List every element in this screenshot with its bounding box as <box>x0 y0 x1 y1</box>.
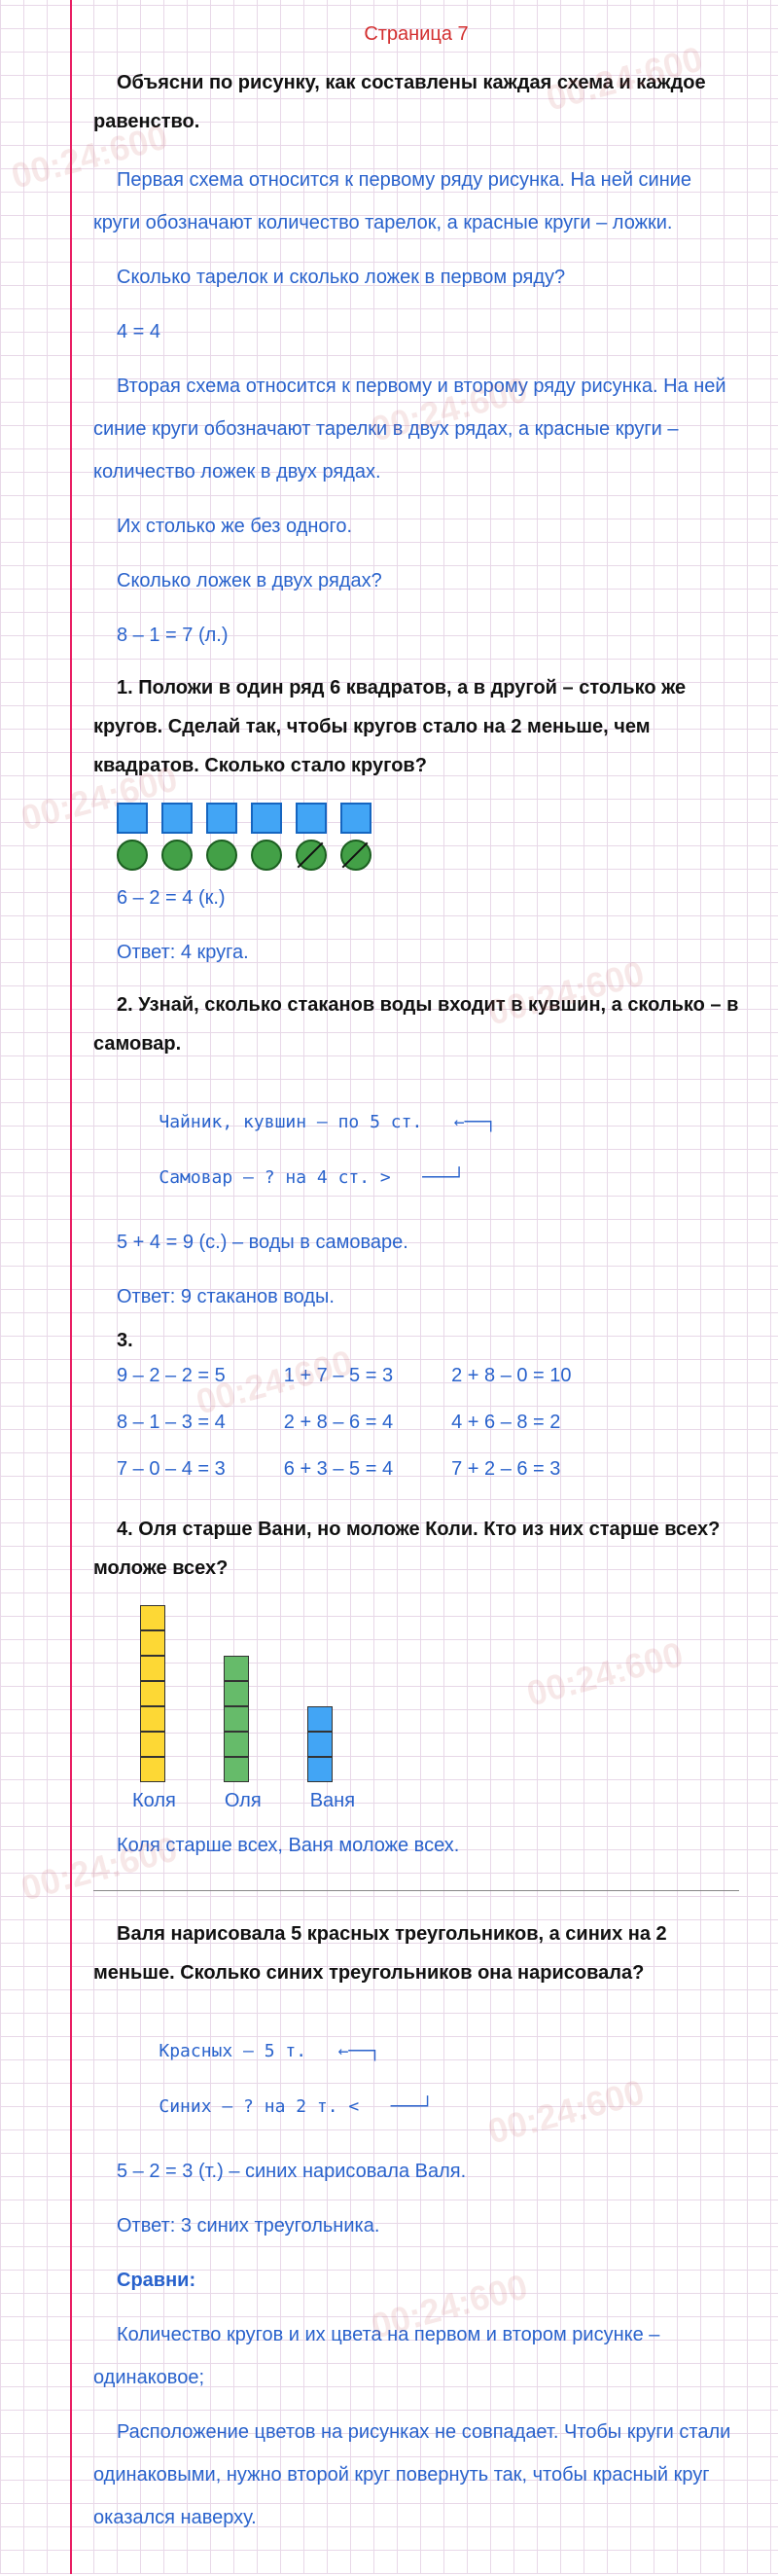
task2-text: 2. Узнай, сколько стаканов воды входит в… <box>93 985 739 1063</box>
bar-label: Оля <box>225 1790 262 1812</box>
square-shape <box>251 803 282 834</box>
bar <box>307 1706 333 1782</box>
task1-calc: 6 – 2 = 4 (к.) <box>117 877 739 919</box>
bar-labels: Коля Оля Ваня <box>132 1790 739 1812</box>
intro-text: Объясни по рисунку, как составлены кажда… <box>93 63 739 141</box>
circle-shape <box>340 840 371 871</box>
compare-title: Сравни: <box>117 2259 739 2302</box>
para-2: Сколько тарелок и сколько ложек в первом… <box>93 256 739 299</box>
bar-cell <box>140 1732 165 1757</box>
math-line: 1 + 7 – 5 = 3 <box>284 1352 393 1399</box>
bar-cell <box>307 1732 333 1757</box>
bar-cell <box>307 1706 333 1732</box>
circle-shape <box>206 840 237 871</box>
equation-1: 4 = 4 <box>117 310 739 353</box>
circle-shape <box>117 840 148 871</box>
math-line: 7 + 2 – 6 = 3 <box>451 1446 571 1492</box>
bar-cell <box>140 1656 165 1681</box>
bars-chart <box>140 1605 739 1782</box>
square-shape <box>340 803 371 834</box>
circle-shape <box>296 840 327 871</box>
compare-p2: Расположение цветов на рисунках не совпа… <box>93 2411 739 2539</box>
task2-line1: Чайник, кувшин – по 5 ст. <box>159 1112 422 1132</box>
task2-bracket: Чайник, кувшин – по 5 ст. ←──┐ Самовар –… <box>117 1081 739 1221</box>
circle-shape <box>251 840 282 871</box>
task5-line2: Синих – ? на 2 т. < <box>159 2096 359 2117</box>
task2-answer: Ответ: 9 стаканов воды. <box>117 1275 739 1318</box>
circle-shape <box>161 840 193 871</box>
bar <box>140 1605 165 1782</box>
para-3: Вторая схема относится к первому и второ… <box>93 365 739 493</box>
math-line: 7 – 0 – 4 = 3 <box>117 1446 226 1492</box>
bar-cell <box>307 1757 333 1782</box>
task5-line1: Красных – 5 т. <box>159 2041 306 2061</box>
square-shape <box>296 803 327 834</box>
bar-cell <box>224 1706 249 1732</box>
para-1: Первая схема относится к первому ряду ри… <box>93 159 739 244</box>
squares-row <box>117 803 739 834</box>
math-line: 2 + 8 – 6 = 4 <box>284 1399 393 1446</box>
bar-cell <box>224 1681 249 1706</box>
math-line: 4 + 6 – 8 = 2 <box>451 1399 571 1446</box>
task4-text: 4. Оля старше Вани, но моложе Коли. Кто … <box>93 1510 739 1588</box>
math-column: 9 – 2 – 2 = 58 – 1 – 3 = 47 – 0 – 4 = 3 <box>117 1352 226 1492</box>
math-column: 2 + 8 – 0 = 104 + 6 – 8 = 27 + 2 – 6 = 3 <box>451 1352 571 1492</box>
task1-text: 1. Положи в один ряд 6 квадратов, а в др… <box>93 668 739 785</box>
task5-calc: 5 – 2 = 3 (т.) – синих нарисовала Валя. <box>117 2150 739 2193</box>
math-line: 9 – 2 – 2 = 5 <box>117 1352 226 1399</box>
bar-cell <box>140 1757 165 1782</box>
square-shape <box>161 803 193 834</box>
page-title: Страница 7 <box>93 23 739 46</box>
task2-calc: 5 + 4 = 9 (с.) – воды в самоваре. <box>117 1221 739 1264</box>
circles-row <box>117 840 739 871</box>
math-line: 2 + 8 – 0 = 10 <box>451 1352 571 1399</box>
square-shape <box>117 803 148 834</box>
equation-2: 8 – 1 = 7 (л.) <box>117 614 739 657</box>
bar-cell <box>140 1605 165 1630</box>
math-column: 1 + 7 – 5 = 32 + 8 – 6 = 46 + 3 – 5 = 4 <box>284 1352 393 1492</box>
math-line: 6 + 3 – 5 = 4 <box>284 1446 393 1492</box>
bar-cell <box>140 1706 165 1732</box>
bar-cell <box>140 1681 165 1706</box>
bar <box>224 1656 249 1782</box>
task5-answer: Ответ: 3 синих треугольника. <box>117 2204 739 2247</box>
task5-bracket: Красных – 5 т. ←──┐ Синих – ? на 2 т. < … <box>117 2010 739 2150</box>
bar-cell <box>224 1732 249 1757</box>
task3-columns: 9 – 2 – 2 = 58 – 1 – 3 = 47 – 0 – 4 = 3 1… <box>117 1352 739 1492</box>
para-4: Их столько же без одного. <box>93 505 739 548</box>
task3-label: 3. <box>117 1330 133 1351</box>
bar-cell <box>140 1630 165 1656</box>
bar-label: Коля <box>132 1790 176 1812</box>
task5-text: Валя нарисовала 5 красных треугольников,… <box>93 1914 739 1992</box>
bar-cell <box>224 1656 249 1681</box>
math-line: 8 – 1 – 3 = 4 <box>117 1399 226 1446</box>
bar-label: Ваня <box>310 1790 355 1812</box>
bar-cell <box>224 1757 249 1782</box>
square-shape <box>206 803 237 834</box>
compare-p1: Количество кругов и их цвета на первом и… <box>93 2313 739 2399</box>
divider <box>93 1890 739 1891</box>
task4-answer: Коля старше всех, Ваня моложе всех. <box>117 1824 739 1867</box>
para-5: Сколько ложек в двух рядах? <box>93 559 739 602</box>
task1-answer: Ответ: 4 круга. <box>117 931 739 974</box>
task2-line2: Самовар – ? на 4 ст. > <box>159 1167 390 1188</box>
